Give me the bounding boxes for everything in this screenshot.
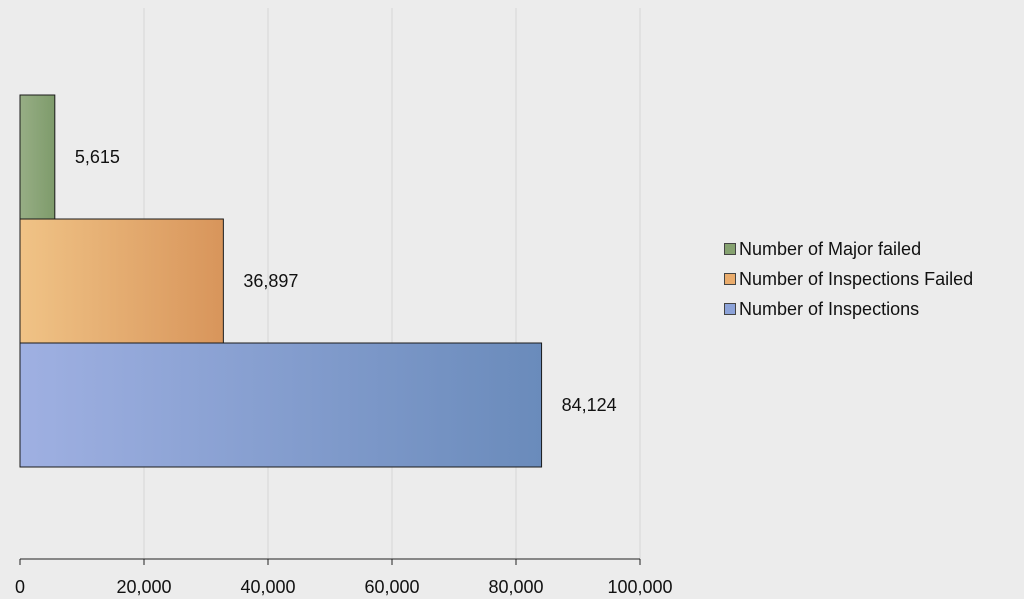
- x-tick-label: 20,000: [116, 577, 171, 597]
- x-axis: 0 20,000 40,000 60,000 80,000 100,000: [15, 558, 673, 597]
- legend-label: Number of Inspections Failed: [739, 268, 974, 289]
- x-tick-label: 100,000: [607, 577, 672, 597]
- legend-item-major-failed: Number of Major failed: [724, 234, 973, 264]
- data-labels: 5,615 36,897 84,124: [75, 147, 617, 415]
- bars: [19, 94, 543, 468]
- x-tick-label: 0: [15, 577, 25, 597]
- legend-label: Number of Major failed: [739, 238, 922, 259]
- legend-swatch-inspections: [724, 303, 736, 315]
- legend-item-inspections: Number of Inspections: [724, 294, 973, 324]
- legend-item-inspections-failed: Number of Inspections Failed: [724, 264, 973, 294]
- bar: [19, 94, 56, 220]
- x-tick-label: 80,000: [488, 577, 543, 597]
- legend-label: Number of Inspections: [739, 298, 920, 319]
- x-tick-label: 60,000: [364, 577, 419, 597]
- legend: Number of Major failed Number of Inspect…: [724, 234, 973, 324]
- data-label: 5,615: [75, 147, 120, 167]
- legend-swatch-inspections-failed: [724, 273, 736, 285]
- bar: [19, 342, 543, 468]
- bar: [19, 218, 224, 344]
- data-label: 84,124: [562, 395, 617, 415]
- data-label: 36,897: [243, 271, 298, 291]
- legend-swatch-major-failed: [724, 243, 736, 255]
- x-tick-label: 40,000: [240, 577, 295, 597]
